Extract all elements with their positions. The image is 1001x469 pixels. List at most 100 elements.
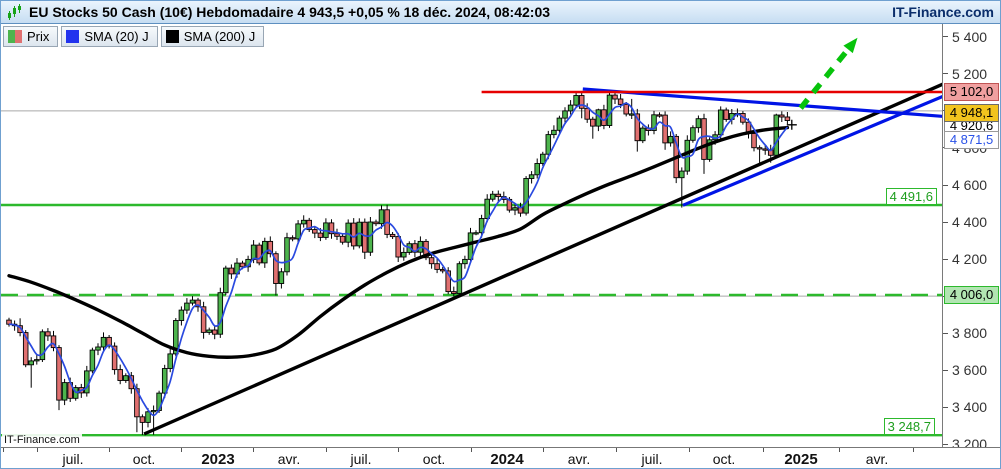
y-tick-mark [943, 184, 948, 186]
x-tick-mark [913, 448, 914, 452]
candle [350, 222, 357, 247]
sma20-swatch-icon [66, 30, 80, 43]
price-chart[interactable] [1, 24, 942, 447]
x-tick-mark [3, 448, 4, 452]
candle [695, 118, 702, 129]
candle [256, 244, 262, 264]
legend-item-sma20[interactable]: SMA (20) J [61, 26, 158, 47]
candle [211, 329, 218, 335]
candle [328, 222, 335, 235]
y-tick-label: 4 400 [952, 214, 988, 230]
time-axis[interactable]: juil. oct. 2023 avr. juil. oct. 2024 avr. juil. o… [1, 447, 1000, 468]
legend: Prix SMA (20) J SMA (200) J [3, 26, 265, 47]
candle [250, 244, 257, 260]
candle [756, 147, 763, 150]
price-badge: 4 948,1 [944, 104, 999, 122]
candle [528, 174, 535, 179]
candle [523, 178, 529, 214]
candle [195, 299, 201, 308]
candle [634, 113, 641, 142]
brand-link[interactable]: IT-Finance.com [892, 4, 994, 20]
candle [22, 332, 29, 366]
x-tick-mark [326, 448, 327, 452]
candle [651, 114, 657, 131]
candle [489, 193, 496, 200]
candle [28, 360, 34, 366]
candle [551, 129, 557, 136]
x-tick-mark [763, 448, 764, 452]
candle [545, 134, 552, 155]
candle [56, 347, 62, 401]
candlestick-chart-icon [7, 3, 23, 21]
candle [139, 416, 146, 423]
candle [473, 232, 479, 235]
candle [161, 368, 168, 394]
candle [584, 107, 590, 120]
candle [462, 258, 468, 265]
plot-area[interactable]: Prix SMA (20) J SMA (200) J 4 491,6 3 24… [1, 24, 942, 447]
candle [717, 109, 724, 136]
candle [578, 95, 585, 109]
y-tick-mark [943, 369, 948, 371]
legend-label: SMA (20) J [84, 29, 149, 44]
x-axis-label: 2023 [201, 451, 235, 468]
candle [200, 306, 207, 333]
candle [612, 94, 618, 100]
x-tick-mark [471, 448, 472, 452]
candle [39, 331, 46, 361]
x-axis-label: avr. [865, 451, 889, 467]
breakout-arrow [798, 43, 854, 110]
y-tick-label: 5 200 [952, 65, 988, 82]
candle [467, 232, 474, 260]
candle [434, 263, 440, 270]
candle [484, 198, 490, 219]
candle [640, 127, 646, 142]
y-tick-mark [943, 332, 948, 334]
y-tick-mark [943, 443, 948, 445]
candle [562, 110, 568, 119]
x-tick-mark [37, 448, 38, 452]
titlebar: EU Stocks 50 Cash (10€) Hebdomadaire 4 9… [1, 1, 1000, 24]
candle [451, 291, 457, 294]
candle [278, 271, 285, 284]
price-badge: 4 006,0 [944, 286, 999, 304]
candle [617, 98, 624, 105]
y-tick-label: 3 400 [952, 399, 988, 416]
candle [567, 104, 574, 112]
candle [317, 232, 324, 238]
level-label-3248: 3 248,7 [883, 418, 935, 435]
candle [295, 223, 301, 240]
watermark: IT-Finance.com [2, 434, 82, 446]
candle [690, 127, 696, 141]
candle [300, 219, 307, 225]
level-label-4491: 4 491,6 [885, 188, 937, 205]
candle [312, 229, 318, 234]
candle [345, 222, 351, 243]
legend-item-prix[interactable]: Prix [3, 26, 59, 47]
candle [628, 113, 635, 116]
legend-item-sma200[interactable]: SMA (200) J [160, 26, 265, 47]
x-axis-label: oct. [422, 451, 446, 467]
candle [623, 103, 629, 115]
candle [540, 153, 546, 164]
y-tick-mark [943, 73, 948, 75]
y-tick-label: 4 600 [952, 177, 988, 193]
candle [667, 135, 674, 144]
x-tick-mark [253, 448, 254, 452]
candle [61, 382, 68, 401]
x-axis-label: oct. [132, 451, 156, 467]
candle [701, 118, 707, 160]
x-axis-label: 2025 [784, 451, 818, 468]
candle [556, 117, 563, 131]
candle [106, 336, 112, 347]
candle [439, 268, 446, 272]
candle [173, 320, 179, 355]
x-axis-label: juil. [62, 451, 84, 467]
y-tick-mark [943, 221, 948, 223]
candle [117, 369, 123, 381]
candle [373, 221, 379, 225]
x-tick-mark [181, 448, 182, 452]
candle [456, 263, 463, 294]
